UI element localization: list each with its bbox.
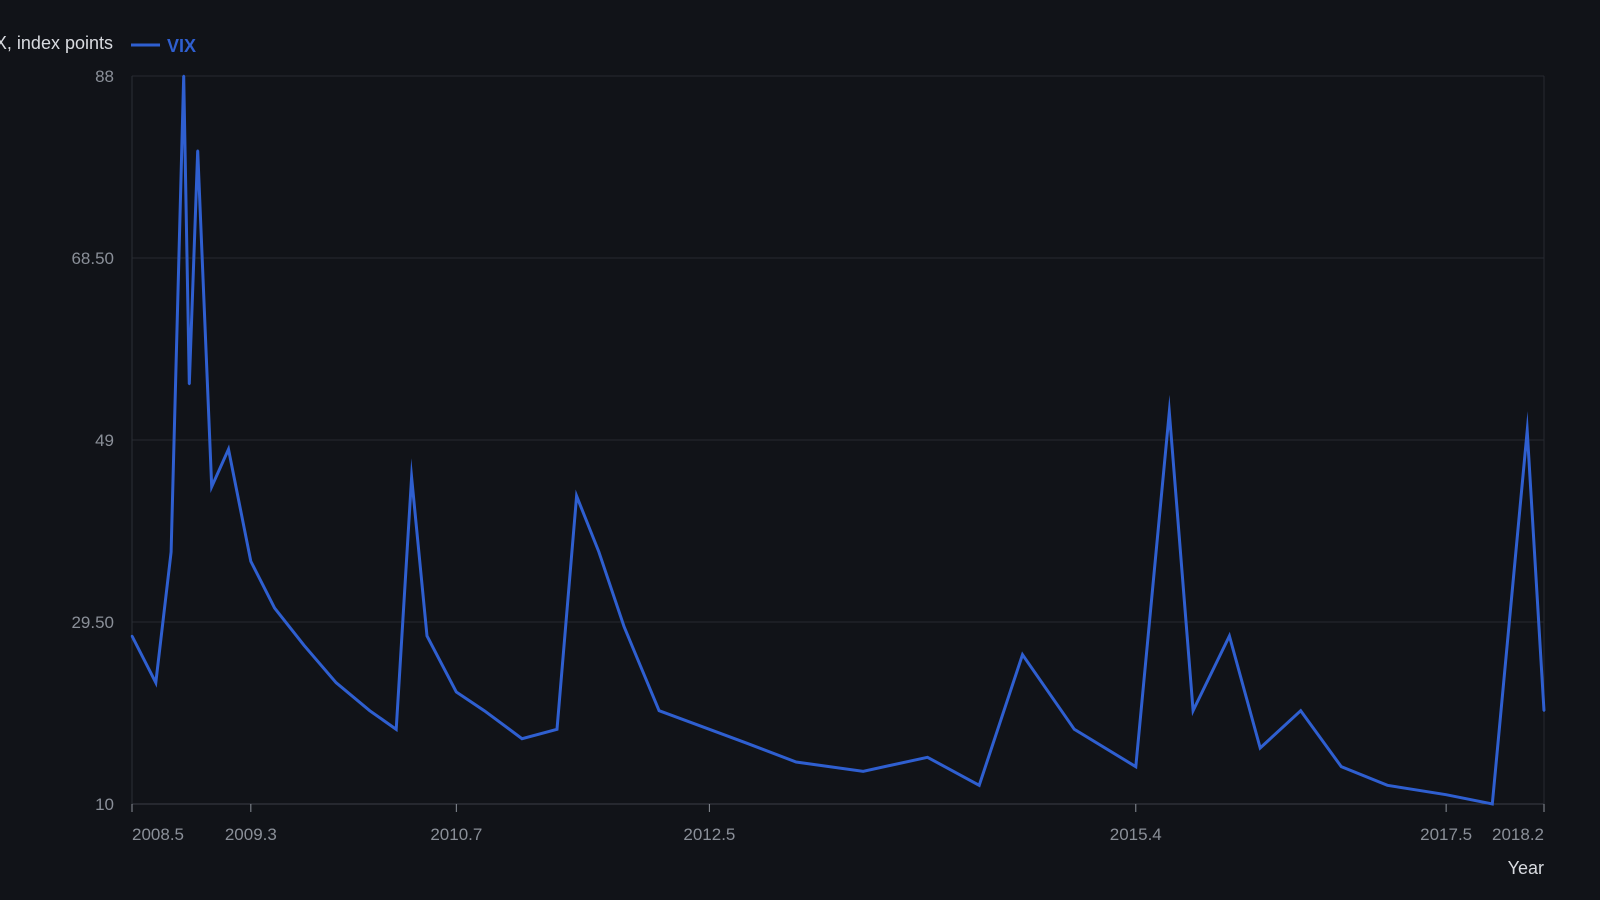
data-point bbox=[249, 560, 253, 563]
data-point bbox=[154, 681, 157, 684]
data-point bbox=[455, 690, 458, 694]
data-point bbox=[978, 784, 981, 787]
data-point bbox=[555, 728, 559, 731]
data-point bbox=[182, 74, 185, 78]
data-point bbox=[597, 550, 601, 554]
x-tick-label: 2017.5 bbox=[1420, 825, 1472, 844]
data-point bbox=[1191, 709, 1195, 712]
x-axis: 2008.5 2009.3 2010.7 2012.5 2015.4 2017.5 2018… bbox=[131, 804, 1545, 844]
y-axis-title: VIX, index points bbox=[0, 33, 113, 53]
y-tick-label: 88 bbox=[95, 67, 114, 86]
data-point bbox=[794, 760, 798, 764]
data-point bbox=[1021, 653, 1024, 656]
data-point bbox=[745, 742, 749, 745]
x-tick-label: 2015.4 bbox=[1110, 825, 1162, 844]
data-point bbox=[1168, 410, 1171, 414]
y-tick-label: 10 bbox=[95, 795, 114, 814]
data-point bbox=[1299, 709, 1302, 712]
data-point bbox=[1444, 793, 1448, 796]
data-point bbox=[520, 737, 524, 740]
data-point bbox=[302, 644, 306, 647]
y-tick-label: 49 bbox=[95, 431, 114, 450]
data-point bbox=[1340, 765, 1343, 768]
data-point bbox=[368, 709, 371, 712]
data-point bbox=[196, 149, 199, 152]
x-tick-label: 2012.5 bbox=[683, 825, 735, 844]
data-point bbox=[1259, 746, 1262, 750]
data-point bbox=[227, 448, 230, 451]
data-point bbox=[395, 728, 398, 731]
y-axis: 10 29.50 49 68.50 88 bbox=[71, 67, 114, 814]
x-axis-title: Year bbox=[1508, 858, 1544, 878]
data-point bbox=[1542, 709, 1546, 712]
data-point bbox=[1228, 634, 1231, 638]
data-point bbox=[169, 550, 173, 554]
data-point bbox=[130, 634, 134, 638]
x-tick-label: 2018.2 bbox=[1492, 825, 1544, 844]
data-point bbox=[1526, 429, 1529, 432]
data-point bbox=[273, 606, 276, 610]
x-tick-label: 2008.5 bbox=[132, 825, 184, 844]
plot-area bbox=[130, 74, 1546, 806]
y-tick-label: 68.50 bbox=[71, 249, 114, 268]
data-point bbox=[425, 634, 429, 638]
legend-label-vix: VIX bbox=[167, 36, 196, 56]
data-point bbox=[334, 681, 338, 684]
grid-lines bbox=[131, 75, 1545, 805]
data-point bbox=[1134, 765, 1137, 768]
series-line-vix bbox=[130, 75, 1546, 806]
data-point bbox=[708, 728, 711, 731]
x-tick-label: 2009.3 bbox=[225, 825, 277, 844]
y-tick-label: 29.50 bbox=[71, 613, 114, 632]
data-point bbox=[483, 709, 486, 712]
data-point bbox=[1073, 728, 1076, 731]
data-point bbox=[926, 756, 929, 759]
data-point bbox=[210, 485, 213, 488]
data-point bbox=[575, 494, 578, 498]
data-point bbox=[1491, 802, 1494, 806]
x-tick-label: 2010.7 bbox=[430, 825, 482, 844]
data-point bbox=[622, 625, 626, 628]
data-point bbox=[861, 770, 865, 773]
data-point bbox=[1386, 784, 1389, 787]
data-point bbox=[410, 476, 413, 479]
data-point bbox=[657, 709, 661, 712]
data-point bbox=[188, 382, 191, 386]
